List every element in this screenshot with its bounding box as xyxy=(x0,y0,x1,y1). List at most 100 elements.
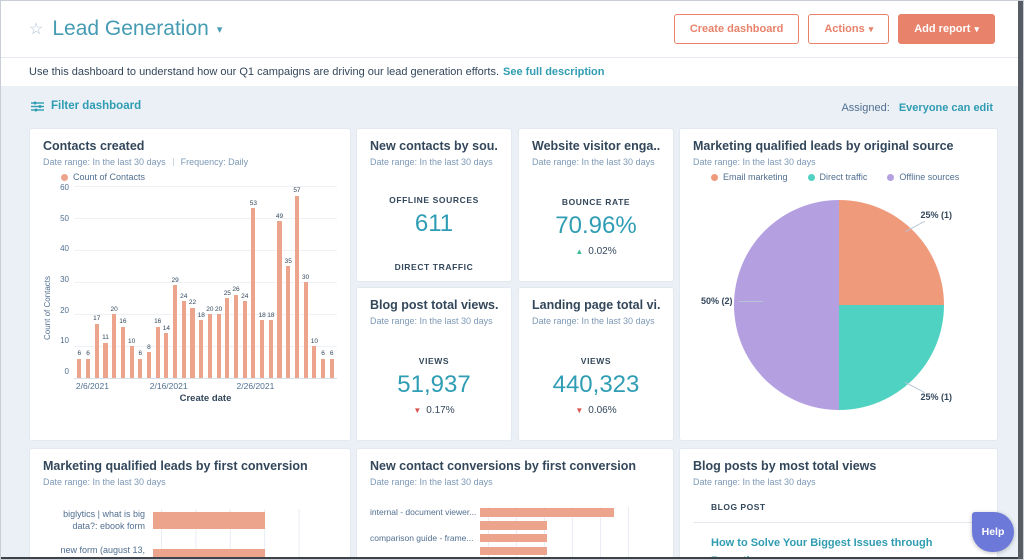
card-title: Contacts created xyxy=(43,139,145,153)
card-new-contact-conversions: New contact conversions by first convers… xyxy=(356,448,674,559)
delta-up-icon xyxy=(575,248,583,256)
bar xyxy=(480,508,614,517)
legend-dot xyxy=(887,173,895,181)
contacts-yticks: 60 50 40 30 20 10 0 xyxy=(54,183,74,376)
favorite-star-icon[interactable] xyxy=(29,19,43,39)
hbar-row xyxy=(370,521,660,530)
legend-item: Count of Contacts xyxy=(61,172,145,182)
vertical-scrollbar[interactable] xyxy=(1018,1,1023,559)
metric-value: 440,323 xyxy=(552,371,640,398)
y-tick: 40 xyxy=(60,244,69,254)
x-tick: 2/6/2021 xyxy=(75,381,109,391)
actions-button[interactable]: Actions xyxy=(808,14,890,44)
bar: 6 xyxy=(76,186,83,378)
caret-down-icon xyxy=(869,24,874,34)
delta-down-icon xyxy=(413,407,421,415)
plot-area: 6 6 17 11 20 16 10 6 8 16 14 29 24 22 18 20 20 25 26 24 53 18… xyxy=(74,186,337,379)
card-title: Website visitor enga... xyxy=(532,139,660,153)
bar: 14 xyxy=(163,186,170,378)
caret-down-icon xyxy=(974,24,979,34)
metric-value: 51,937 xyxy=(397,371,471,398)
bar: 16 xyxy=(154,186,161,378)
card-title: Blog post total views... xyxy=(370,298,498,312)
hbar-row: biglytics | what is big data?: ebook for… xyxy=(43,509,337,532)
legend-item: Email marketing xyxy=(711,172,788,182)
card-title: New contact conversions by first convers… xyxy=(370,459,637,473)
bar: 6 xyxy=(328,186,335,378)
card-mql-by-original-source: Marketing qualified leads by original so… xyxy=(679,128,998,441)
header-divider xyxy=(1,57,1023,58)
filter-dashboard-label: Filter dashboard xyxy=(51,100,142,112)
bar: 22 xyxy=(189,186,196,378)
bar: 6 xyxy=(320,186,327,378)
hbar-chart: biglytics | what is big data?: ebook for… xyxy=(43,509,337,559)
bar xyxy=(480,533,547,543)
card-subtitle: Date range: In the last 30 days xyxy=(532,157,655,167)
bar: 29 xyxy=(171,186,179,378)
contacts-bars: 6 6 17 11 20 16 10 6 8 16 14 29 24 22 18 20 20 25 26 24 53 18… xyxy=(76,186,335,378)
y-tick: 50 xyxy=(60,213,69,223)
bar: 6 xyxy=(137,186,144,378)
card-landing-page-total-views: Landing page total vi... Date range: In … xyxy=(518,287,674,441)
bar: 49 xyxy=(276,186,283,378)
card-subtitle: Date range: In the last 30 days xyxy=(370,477,493,487)
legend-dot xyxy=(61,173,68,181)
pie-chart: 25% (1) 25% (1) 50% (2) xyxy=(693,184,984,426)
bar: 6 xyxy=(85,186,92,378)
help-button[interactable]: Help xyxy=(972,512,1014,552)
y-tick: 20 xyxy=(60,305,69,315)
metric-delta: 0.06% xyxy=(575,405,616,416)
hbar-label: internal - document viewer... xyxy=(370,507,477,517)
bar: 10 xyxy=(128,186,135,378)
bar: 25 xyxy=(224,186,231,378)
bar: 18 xyxy=(259,186,266,378)
table-column-header: BLOG POST xyxy=(711,502,766,512)
y-tick: 60 xyxy=(60,183,69,192)
create-dashboard-button[interactable]: Create dashboard xyxy=(673,14,800,44)
see-full-description-link[interactable]: See full description xyxy=(503,66,605,78)
metric-delta: 0.02% xyxy=(575,246,616,257)
metric-delta: 0.17% xyxy=(413,405,454,416)
bar: 53 xyxy=(250,186,257,378)
bar: 24 xyxy=(241,186,248,378)
metric-value: 611 xyxy=(414,210,454,237)
table-row: How to Solve Your Biggest Issues through… xyxy=(693,522,984,559)
topbar-buttons: Create dashboard Actions Add report xyxy=(673,14,995,44)
add-report-button[interactable]: Add report xyxy=(898,14,995,44)
chart-legend: Count of Contacts xyxy=(61,172,337,182)
pie-slice-label: 25% (1) xyxy=(920,210,952,220)
assigned-value-link[interactable]: Everyone can edit xyxy=(898,102,993,114)
card-title: Marketing qualified leads by first conve… xyxy=(43,459,308,473)
card-subtitle: Date range: In the last 30 days Frequency… xyxy=(43,157,249,167)
card-subtitle: Date range: In the last 30 days xyxy=(43,477,166,487)
mql-conv-rows: biglytics | what is big data?: ebook for… xyxy=(43,509,337,559)
hbar-chart: internal - document viewer... comparison … xyxy=(370,507,660,559)
bar xyxy=(153,512,265,530)
assigned-row: Assigned: Everyone can edit xyxy=(841,102,993,114)
card-title: Blog posts by most total views xyxy=(693,459,877,473)
x-tick: 2/26/2021 xyxy=(236,381,275,391)
metric-label: DIRECT TRAFFIC xyxy=(394,262,474,272)
pie-slice-label: 50% (2) xyxy=(701,296,733,306)
filter-dashboard-button[interactable]: Filter dashboard xyxy=(31,100,141,112)
card-title: New contacts by sou... xyxy=(370,139,498,153)
assigned-label: Assigned: xyxy=(841,102,890,114)
y-tick: 30 xyxy=(60,274,69,284)
card-title: Landing page total vi... xyxy=(532,298,660,312)
bar: 20 xyxy=(215,186,222,378)
bar: 24 xyxy=(180,186,187,378)
pie xyxy=(733,200,944,410)
hbar-label: comparison guide - frame... xyxy=(370,532,474,543)
bar: 18 xyxy=(198,186,205,378)
y-axis-label: Count of Contacts xyxy=(43,275,52,341)
legend-item: Offline sources xyxy=(887,172,959,182)
card-contacts-created: Contacts created Date range: In the last… xyxy=(29,128,351,441)
card-subtitle: Date range: In the last 30 days xyxy=(532,316,655,326)
bar: 17 xyxy=(93,186,100,378)
card-website-visitor-engagement: Website visitor enga... Date range: In t… xyxy=(518,128,674,282)
title-dropdown-caret-icon[interactable] xyxy=(217,23,223,36)
card-mql-by-first-conversion: Marketing qualified leads by first conve… xyxy=(29,448,351,559)
bar: 20 xyxy=(206,186,214,378)
hbar-row: comparison guide - frame... xyxy=(370,533,660,544)
hbar-row xyxy=(370,546,660,556)
